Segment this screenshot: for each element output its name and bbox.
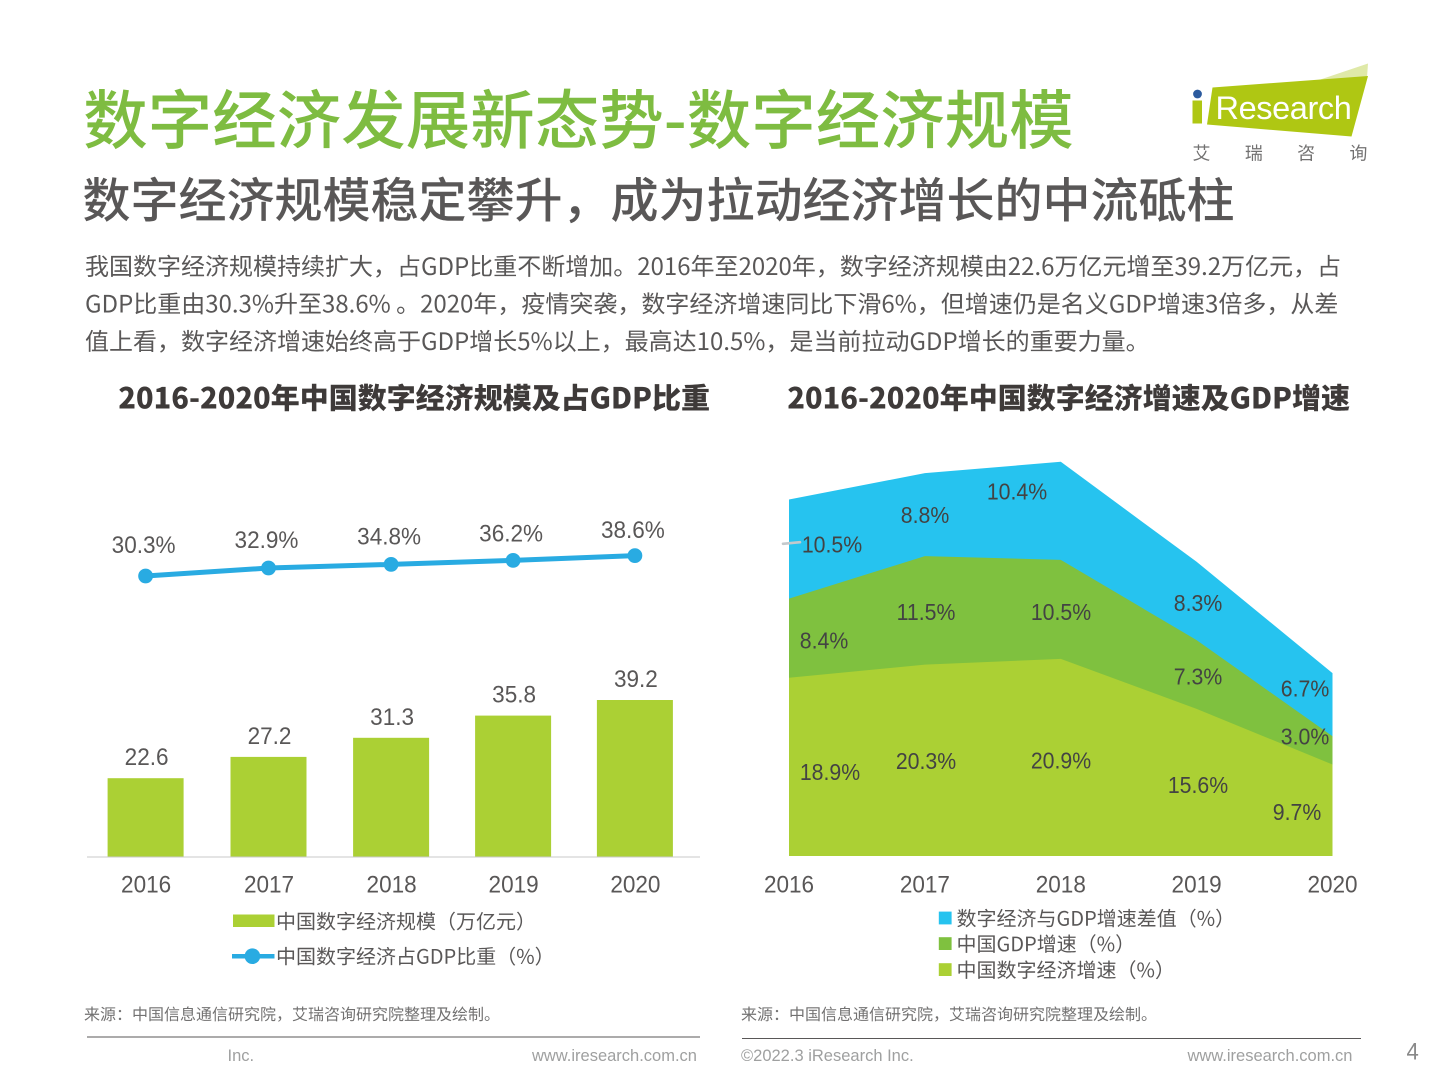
- svg-text:2020: 2020: [610, 871, 660, 898]
- svg-text:2019: 2019: [1172, 871, 1222, 898]
- svg-text:2017: 2017: [900, 871, 950, 898]
- svg-text:4: 4: [1407, 1038, 1419, 1065]
- svg-text:2019: 2019: [489, 871, 539, 898]
- svg-text:www.iresearch.com.cn: www.iresearch.com.cn: [531, 1047, 697, 1065]
- svg-text:22.6: 22.6: [125, 743, 169, 770]
- svg-text:15.6%: 15.6%: [1168, 772, 1228, 798]
- svg-text:31.3: 31.3: [370, 703, 414, 730]
- svg-text:6.7%: 6.7%: [1281, 676, 1330, 702]
- svg-text:2018: 2018: [367, 871, 417, 898]
- svg-text:34.8%: 34.8%: [357, 523, 421, 550]
- svg-text:2020: 2020: [1307, 871, 1357, 898]
- svg-text:8.4%: 8.4%: [800, 628, 849, 654]
- svg-text:38.6%: 38.6%: [601, 516, 665, 543]
- svg-text:36.2%: 36.2%: [479, 519, 543, 546]
- svg-text:2016: 2016: [764, 871, 814, 898]
- svg-text:39.2: 39.2: [614, 665, 658, 692]
- svg-text:Inc.: Inc.: [228, 1047, 255, 1065]
- svg-text:35.8: 35.8: [492, 681, 536, 708]
- svg-text:20.3%: 20.3%: [896, 748, 956, 774]
- svg-text:18.9%: 18.9%: [800, 759, 860, 785]
- svg-text:32.9%: 32.9%: [235, 526, 299, 553]
- svg-text:9.7%: 9.7%: [1273, 799, 1322, 825]
- svg-text:2018: 2018: [1036, 871, 1086, 898]
- svg-text:11.5%: 11.5%: [897, 599, 956, 625]
- svg-text:Research: Research: [1216, 90, 1352, 126]
- svg-text:www.iresearch.com.cn: www.iresearch.com.cn: [1186, 1047, 1352, 1065]
- svg-text:2016: 2016: [121, 871, 171, 898]
- svg-text:10.4%: 10.4%: [987, 479, 1047, 505]
- svg-text:2017: 2017: [244, 871, 294, 898]
- svg-text:20.9%: 20.9%: [1031, 748, 1091, 774]
- svg-text:30.3%: 30.3%: [112, 531, 176, 558]
- svg-text:27.2: 27.2: [248, 722, 292, 749]
- svg-text:8.3%: 8.3%: [1174, 590, 1223, 616]
- svg-text:10.5%: 10.5%: [802, 532, 862, 558]
- svg-text:3.0%: 3.0%: [1281, 724, 1330, 750]
- svg-text:10.5%: 10.5%: [1031, 599, 1091, 625]
- svg-text:©2022.3 iResearch Inc.: ©2022.3 iResearch Inc.: [741, 1047, 914, 1065]
- svg-text:8.8%: 8.8%: [901, 502, 950, 528]
- svg-text:7.3%: 7.3%: [1174, 664, 1223, 690]
